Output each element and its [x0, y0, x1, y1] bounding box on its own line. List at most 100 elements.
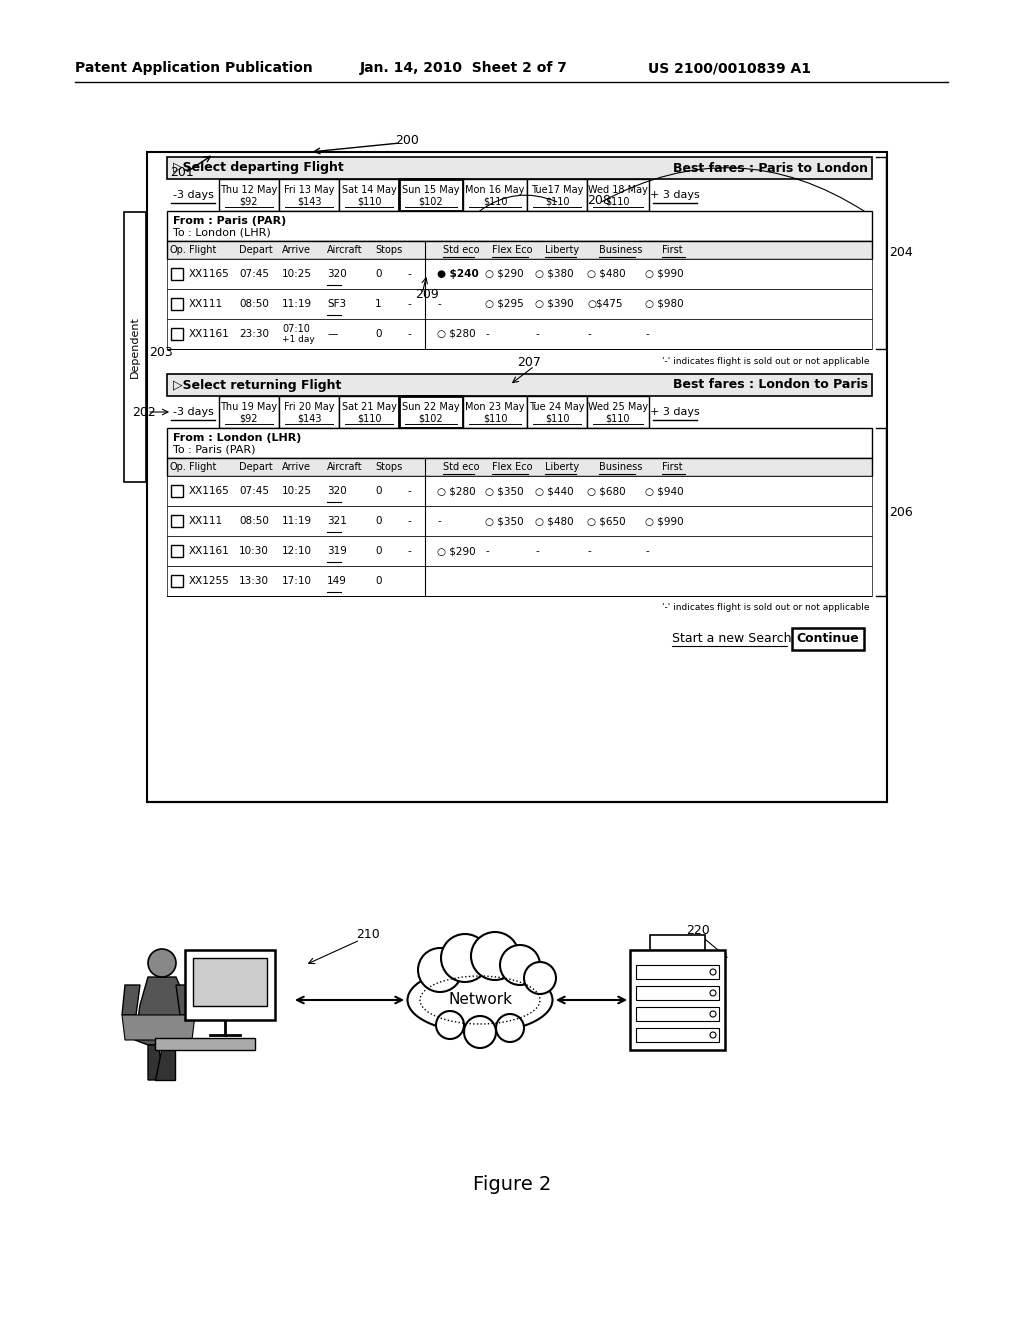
- Text: Aircraft: Aircraft: [327, 246, 362, 255]
- Text: Flight: Flight: [189, 246, 216, 255]
- Text: Network: Network: [449, 993, 512, 1007]
- Ellipse shape: [408, 968, 553, 1032]
- Text: -: -: [587, 546, 591, 556]
- Bar: [527, 396, 587, 428]
- Bar: [650, 935, 705, 950]
- Text: 0: 0: [375, 486, 382, 496]
- Text: From : London (LHR): From : London (LHR): [173, 433, 301, 442]
- Bar: [171, 515, 183, 527]
- Bar: [279, 180, 339, 211]
- Text: XX1165: XX1165: [189, 486, 229, 496]
- Circle shape: [496, 1014, 524, 1041]
- Text: $110: $110: [606, 413, 630, 424]
- Text: -3 days: -3 days: [173, 190, 213, 201]
- Text: 202: 202: [132, 405, 156, 418]
- Text: 0: 0: [375, 576, 382, 586]
- Bar: [636, 986, 719, 1001]
- Text: 320: 320: [327, 269, 347, 279]
- Text: ○ $280: ○ $280: [437, 329, 475, 339]
- Text: $102: $102: [419, 413, 443, 424]
- Text: Sun 22 May: Sun 22 May: [402, 401, 460, 412]
- Text: 209: 209: [415, 289, 438, 301]
- Polygon shape: [148, 1045, 165, 1080]
- Text: $92: $92: [240, 413, 258, 424]
- Text: 07:45: 07:45: [239, 269, 269, 279]
- Text: 210: 210: [356, 928, 380, 941]
- Text: $143: $143: [297, 197, 322, 206]
- Circle shape: [710, 990, 716, 997]
- Circle shape: [441, 935, 489, 982]
- Text: ○ $480: ○ $480: [587, 269, 626, 279]
- Text: -: -: [535, 546, 539, 556]
- Text: Stops: Stops: [375, 462, 402, 473]
- Bar: [463, 180, 527, 211]
- Text: XX1161: XX1161: [189, 546, 229, 556]
- Text: $110: $110: [545, 197, 569, 206]
- Text: 12:10: 12:10: [282, 546, 312, 556]
- Text: 07:10: 07:10: [282, 325, 310, 334]
- Bar: [167, 289, 872, 319]
- Text: 08:50: 08:50: [239, 516, 269, 525]
- Bar: [339, 396, 399, 428]
- Text: Mon 23 May: Mon 23 May: [465, 401, 524, 412]
- Text: -: -: [407, 546, 411, 556]
- Bar: [185, 950, 275, 1020]
- Text: XX111: XX111: [189, 516, 223, 525]
- Polygon shape: [122, 1015, 195, 1040]
- Text: Patent Application Publication: Patent Application Publication: [75, 61, 312, 75]
- Bar: [636, 965, 719, 979]
- Text: ○ $990: ○ $990: [645, 269, 684, 279]
- Text: + 3 days: + 3 days: [650, 190, 699, 201]
- Bar: [167, 477, 872, 506]
- Text: $143: $143: [297, 413, 322, 424]
- Text: 0: 0: [375, 546, 382, 556]
- Bar: [167, 242, 872, 259]
- Text: Business: Business: [599, 462, 642, 473]
- Circle shape: [471, 932, 519, 979]
- Text: 10:25: 10:25: [282, 269, 312, 279]
- Text: Thu 19 May: Thu 19 May: [220, 401, 278, 412]
- Text: 11:19: 11:19: [282, 300, 312, 309]
- Polygon shape: [122, 985, 140, 1015]
- Text: 149: 149: [327, 576, 347, 586]
- Text: + 3 days: + 3 days: [650, 407, 699, 417]
- Text: US 2100/0010839 A1: US 2100/0010839 A1: [648, 61, 811, 75]
- Circle shape: [500, 945, 540, 985]
- Text: 320: 320: [327, 486, 347, 496]
- Text: 10:25: 10:25: [282, 486, 312, 496]
- Text: -: -: [437, 516, 440, 525]
- Bar: [630, 950, 725, 1049]
- Text: ○ $350: ○ $350: [485, 486, 523, 496]
- Text: SF3: SF3: [327, 300, 346, 309]
- Text: 0: 0: [375, 329, 382, 339]
- Text: $102: $102: [419, 197, 443, 206]
- Text: Depart: Depart: [239, 246, 272, 255]
- Text: From : Paris (PAR): From : Paris (PAR): [173, 215, 287, 226]
- Text: -: -: [407, 300, 411, 309]
- Bar: [167, 374, 872, 396]
- Text: 321: 321: [327, 516, 347, 525]
- Text: $110: $110: [356, 413, 381, 424]
- Text: ● $240: ● $240: [437, 269, 479, 279]
- Text: XX1161: XX1161: [189, 329, 229, 339]
- Text: Flight: Flight: [189, 462, 216, 473]
- Text: -: -: [645, 546, 649, 556]
- Text: Wed 18 May: Wed 18 May: [588, 185, 648, 194]
- Text: 203: 203: [150, 346, 173, 359]
- Text: Best fares : London to Paris: Best fares : London to Paris: [673, 379, 868, 392]
- Text: -: -: [407, 329, 411, 339]
- Text: Dependent: Dependent: [130, 315, 140, 378]
- Text: Depart: Depart: [239, 462, 272, 473]
- Bar: [171, 576, 183, 587]
- Text: ○ $990: ○ $990: [645, 516, 684, 525]
- Text: 319: 319: [327, 546, 347, 556]
- Text: ○ $390: ○ $390: [535, 300, 573, 309]
- Bar: [147, 152, 887, 803]
- Text: -: -: [485, 329, 488, 339]
- Bar: [171, 268, 183, 280]
- Text: Best fares : Paris to London: Best fares : Paris to London: [673, 161, 868, 174]
- Text: Aircraft: Aircraft: [327, 462, 362, 473]
- Text: To : Paris (PAR): To : Paris (PAR): [173, 445, 256, 454]
- Text: Tue17 May: Tue17 May: [530, 185, 584, 194]
- Text: 208: 208: [588, 194, 611, 207]
